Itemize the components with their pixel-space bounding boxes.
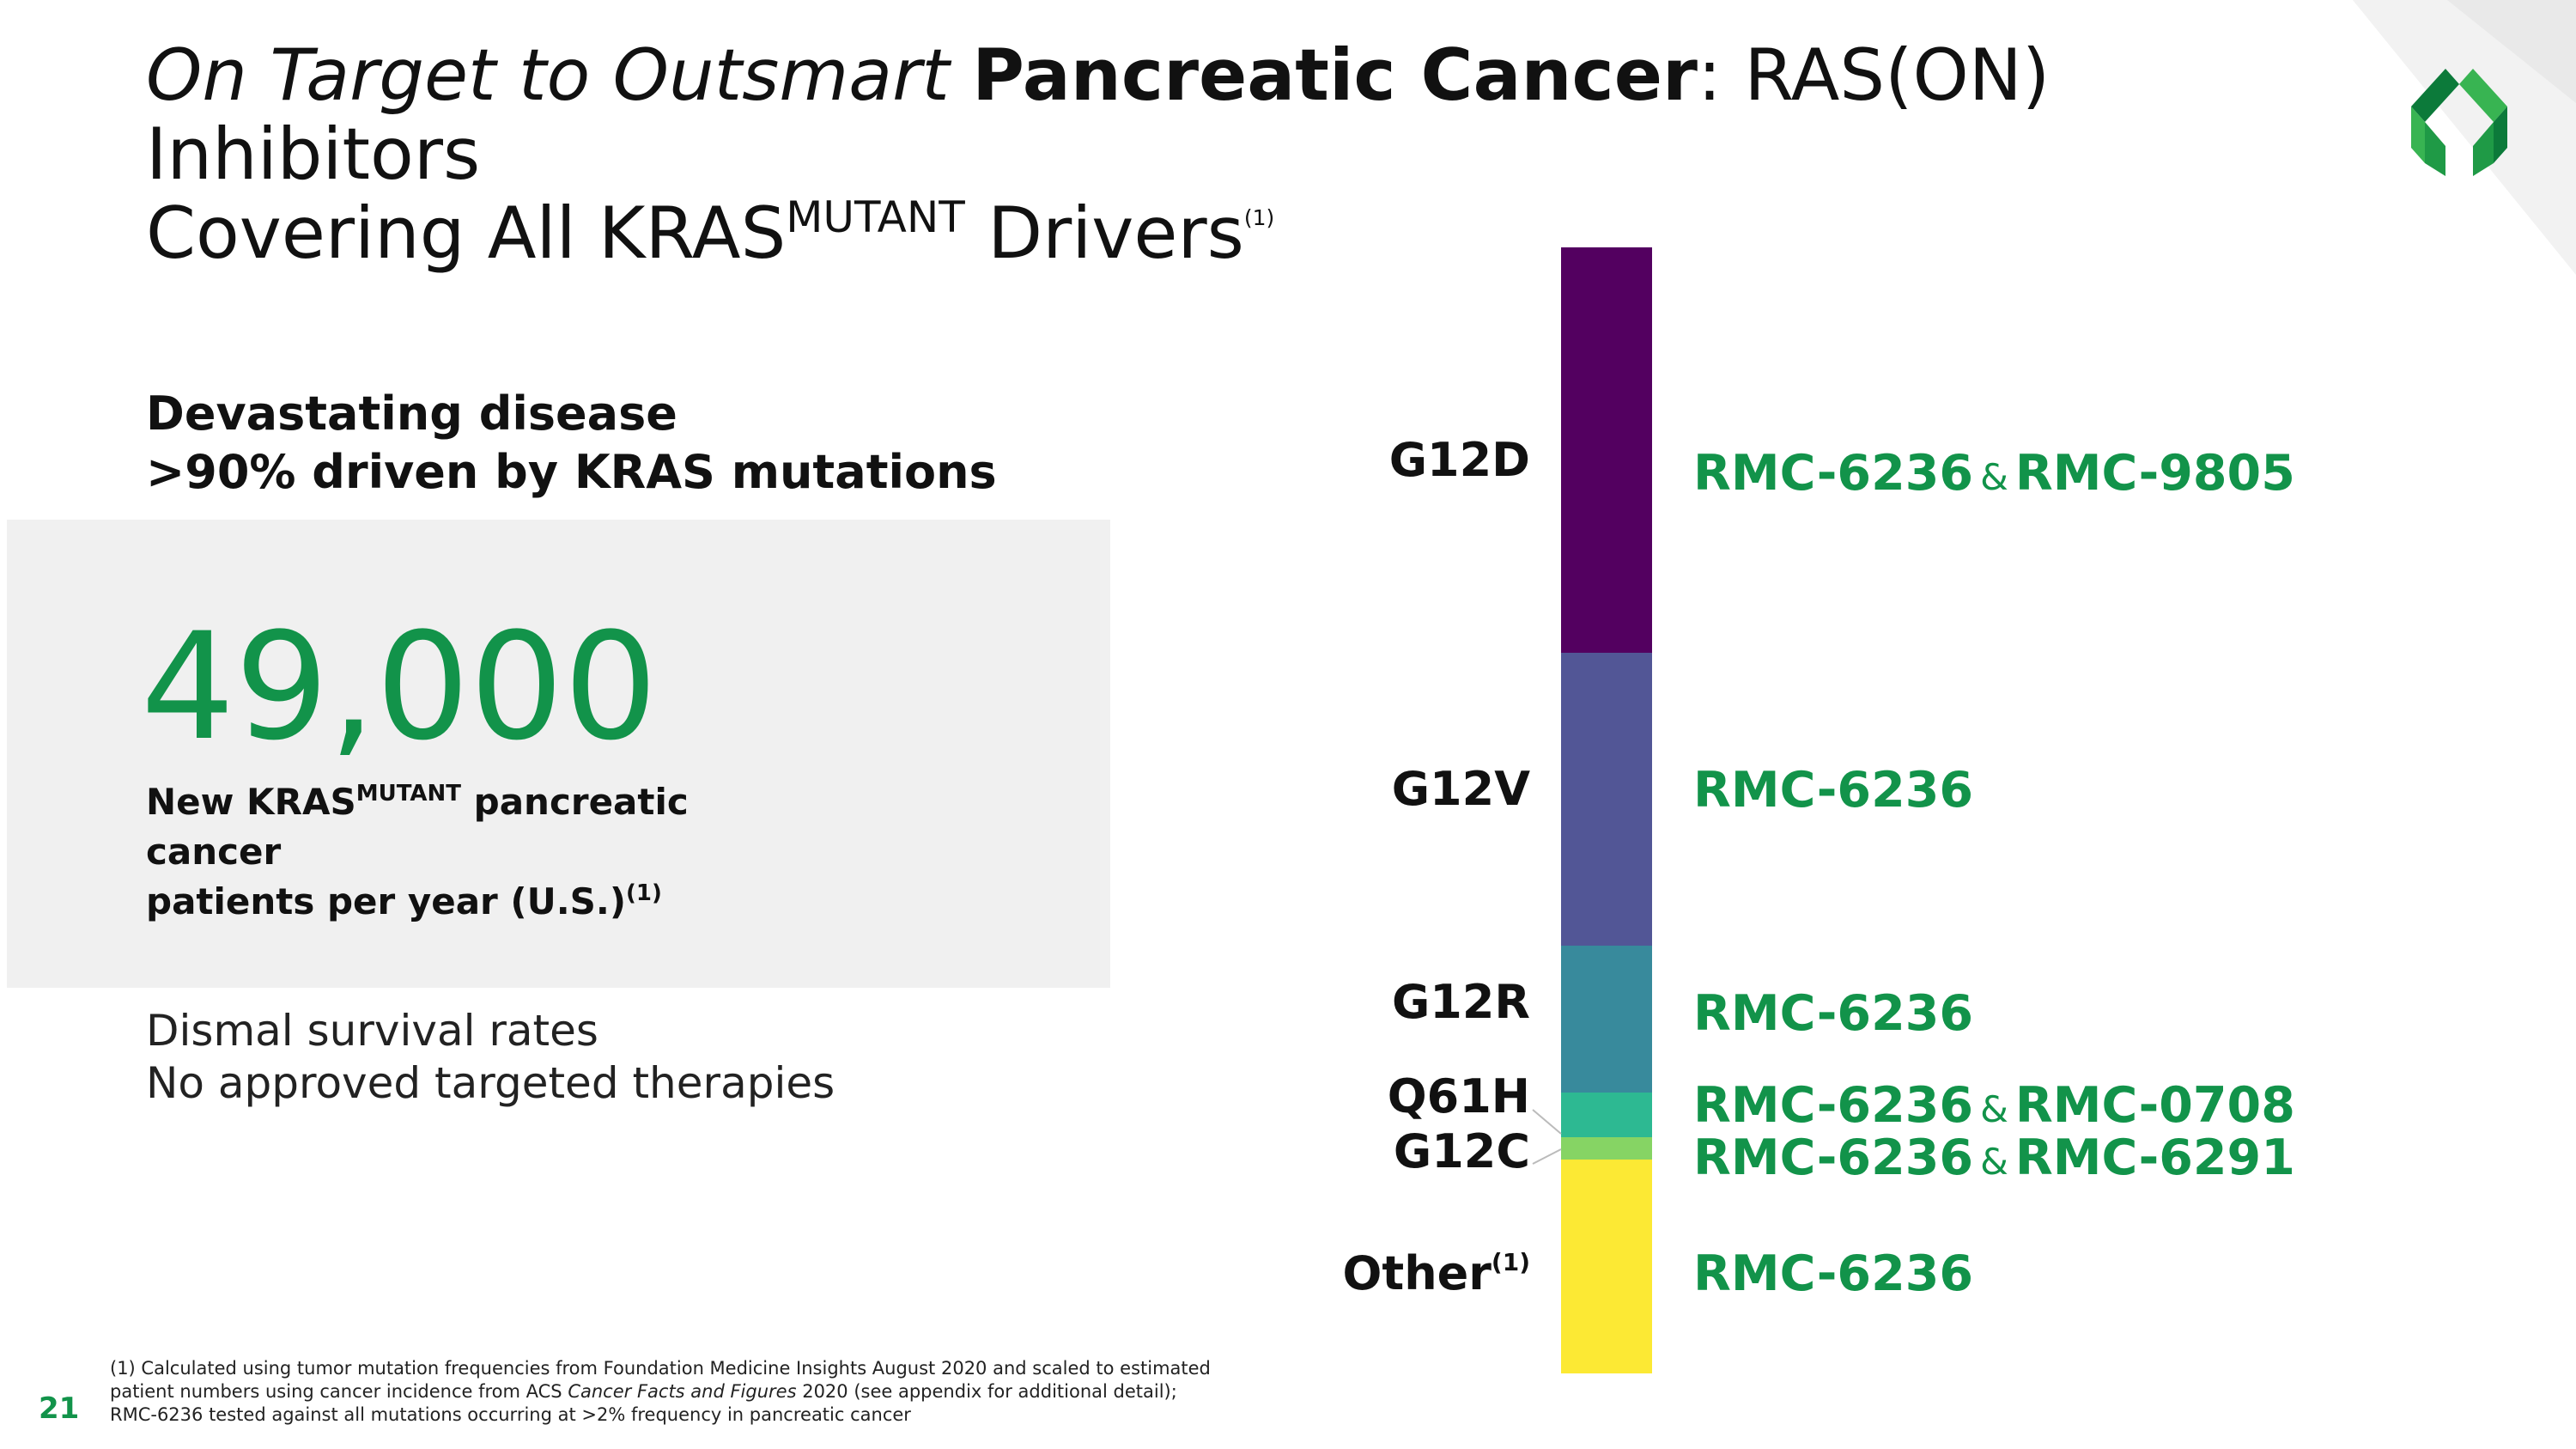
title-mutant-sup: MUTANT [786, 192, 965, 242]
stat-desc-sup: MUTANT [355, 781, 462, 807]
corner-decoration [2353, 0, 2576, 275]
footnote-line-2: patient numbers using cancer incidence f… [110, 1380, 1226, 1403]
drug-g12d-b: RMC-9805 [2014, 445, 2295, 502]
bar-segment-q61h [1561, 1093, 1652, 1137]
drug-q61h-a: RMC-6236 [1693, 1077, 1974, 1134]
stat-box [7, 520, 1110, 988]
drug-g12c-amp: & [1980, 1141, 2008, 1183]
mutation-label-g12c: G12C [1393, 1124, 1530, 1178]
footnote: (1) Calculated using tumor mutation freq… [110, 1357, 1226, 1427]
mutation-label-g12d: G12D [1388, 433, 1530, 487]
stat-desc-ref: (1) [626, 880, 662, 906]
footnote-line-3: RMC-6236 tested against all mutations oc… [110, 1404, 911, 1425]
mutation-label-g12r: G12R [1391, 975, 1530, 1029]
footnote-line2-italic: Cancer Facts and Figures [568, 1381, 797, 1402]
patient-count-description: New KRASMUTANT pancreatic cancer patient… [146, 777, 799, 927]
stat-desc-line3-text: patients per year (U.S.) [146, 880, 627, 922]
company-logo-icon [2411, 69, 2507, 176]
page-number: 21 [39, 1391, 80, 1426]
bar-segment-g12c [1561, 1137, 1652, 1160]
slide-title: On Target to Outsmart Pancreatic Cancer:… [146, 36, 2379, 273]
fact-line-2: No approved targeted therapies [146, 1058, 835, 1108]
title-line-2: Covering All KRASMUTANT Drivers(1) [146, 194, 2379, 273]
drug-label-g12r: RMC-6236 [1693, 985, 1974, 1042]
drug-label-q61h: RMC-6236 & RMC-0708 [1693, 1080, 2295, 1135]
mutation-label-g12v: G12V [1391, 762, 1530, 816]
mutation-other-ref: (1) [1491, 1248, 1530, 1276]
title-rest: : RAS(ON) Inhibitors [146, 33, 2050, 196]
headline-line-1: Devastating disease [146, 387, 677, 441]
mutation-label-q61h: Q61H [1387, 1069, 1530, 1123]
disease-headline: Devastating disease >90% driven by KRAS … [146, 385, 1091, 502]
title-line2-prefix: Covering All KRAS [146, 192, 787, 275]
drug-q61h-b: RMC-0708 [2014, 1077, 2295, 1134]
bar-segment-g12d [1561, 247, 1652, 653]
drug-label-other: RMC-6236 [1693, 1245, 1974, 1302]
patient-count: 49,000 [141, 600, 658, 773]
footnote-line2-a: patient numbers using cancer incidence f… [110, 1381, 568, 1402]
stat-desc-suffix: pancreatic [461, 781, 689, 823]
stat-desc-line-1: New KRASMUTANT pancreatic [146, 777, 799, 827]
fact-line-1: Dismal survival rates [146, 1006, 598, 1056]
mutation-label-other: Other(1) [1343, 1248, 1531, 1300]
headline-line-2: >90% driven by KRAS mutations [146, 445, 997, 499]
stat-desc-line-3: patients per year (U.S.)(1) [146, 877, 799, 927]
drug-g12d-amp: & [1980, 456, 2008, 498]
title-footnote-ref: (1) [1243, 205, 1275, 230]
drug-label-g12v: RMC-6236 [1693, 762, 1974, 819]
drug-q61h-amp: & [1980, 1088, 2008, 1130]
drug-label-g12d: RMC-6236 & RMC-9805 [1693, 447, 2295, 503]
bar-segment-g12r [1561, 946, 1652, 1093]
disease-facts: Dismal survival rates No approved target… [146, 1005, 1091, 1110]
footnote-line2-b: 2020 (see appendix for additional detail… [796, 1381, 1177, 1402]
bar-segment-g12v [1561, 653, 1652, 946]
mutation-label-other-text: Other [1342, 1246, 1492, 1300]
title-bold: Pancreatic Cancer [972, 33, 1698, 117]
drug-g12c-b: RMC-6291 [2014, 1129, 2295, 1186]
title-line-1: On Target to Outsmart Pancreatic Cancer:… [146, 36, 2379, 194]
drug-g12c-a: RMC-6236 [1693, 1129, 1974, 1186]
stat-desc-line-2: cancer [146, 831, 282, 873]
footnote-line-1: (1) Calculated using tumor mutation freq… [110, 1358, 1211, 1379]
title-italic: On Target to Outsmart [146, 33, 950, 117]
drug-label-g12c: RMC-6236 & RMC-6291 [1693, 1132, 2295, 1188]
title-line2-suffix: Drivers [964, 192, 1244, 275]
drug-g12d-a: RMC-6236 [1693, 445, 1974, 502]
stat-desc-prefix: New KRAS [146, 781, 356, 823]
bar-segment-other [1561, 1160, 1652, 1373]
